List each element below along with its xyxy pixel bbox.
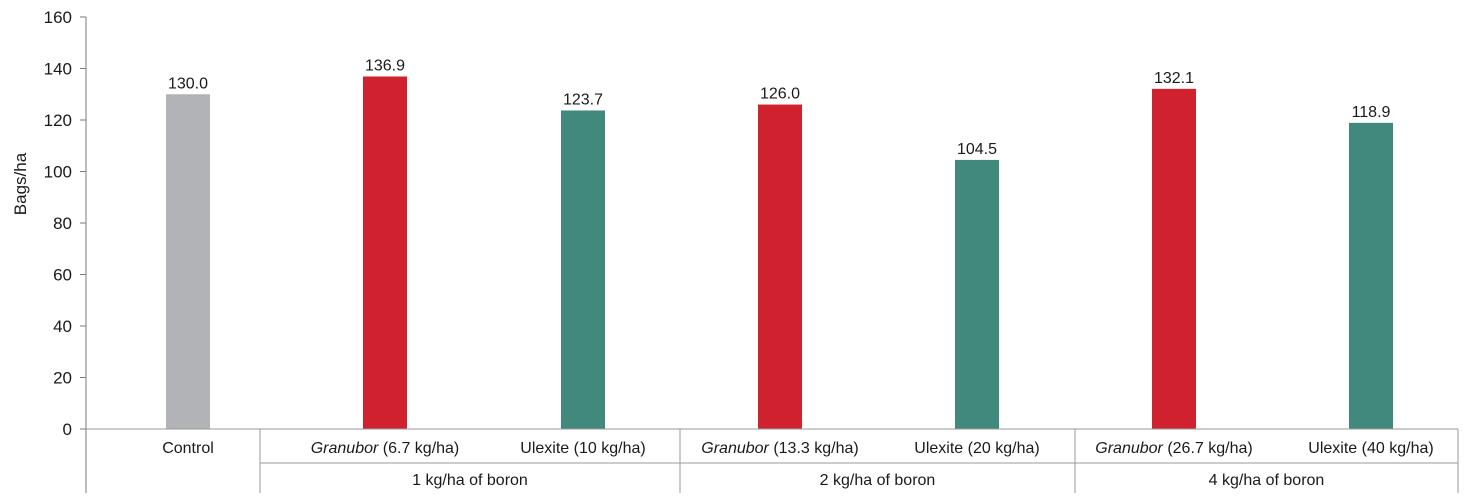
x-category-label: Granubor (6.7 kg/ha) [311, 440, 460, 457]
x-group-label: 4 kg/ha of boron [1209, 472, 1325, 489]
data-label: 104.5 [957, 141, 997, 158]
y-tick-label: 20 [53, 369, 72, 388]
x-category-label: Ulexite (40 kg/ha) [1308, 440, 1433, 457]
y-tick-label: 120 [44, 111, 72, 130]
y-axis: 0 20 40 60 80 100 120 140 160 [44, 8, 87, 493]
y-tick-label: 140 [44, 60, 72, 79]
y-tick-label: 40 [53, 317, 72, 336]
x-category-label: Granubor (13.3 kg/ha) [701, 440, 858, 457]
x-axis: Control Granubor (6.7 kg/ha) Ulexite (10 k… [86, 428, 1459, 493]
bar [758, 104, 802, 430]
bars: 130.0 136.9 123.7 126.0 104.5 132.1 118.9 [166, 57, 1393, 430]
y-tick-label: 100 [44, 163, 72, 182]
bar [561, 110, 605, 429]
data-label: 118.9 [1352, 104, 1391, 121]
x-category-label: Ulexite (20 kg/ha) [914, 440, 1039, 457]
x-category-label: Ulexite (10 kg/ha) [520, 440, 645, 457]
x-category-label: Control [162, 440, 214, 457]
bar [363, 76, 407, 430]
bar [955, 159, 999, 429]
data-label: 123.7 [563, 91, 603, 108]
data-label: 136.9 [365, 57, 405, 74]
x-group-label: 1 kg/ha of boron [412, 472, 528, 489]
y-axis-label: Bags/ha [11, 152, 30, 215]
bar [166, 94, 210, 429]
data-label: 132.1 [1154, 70, 1194, 87]
bar [1152, 88, 1196, 429]
y-tick-label: 80 [53, 214, 72, 233]
data-label: 126.0 [760, 86, 800, 103]
x-category-label: Granubor (26.7 kg/ha) [1095, 440, 1252, 457]
data-label: 130.0 [168, 75, 208, 92]
y-tick-label: 160 [44, 8, 72, 27]
bar [1349, 122, 1393, 430]
y-tick-label: 0 [63, 420, 72, 439]
x-group-label: 2 kg/ha of boron [820, 472, 936, 489]
y-tick-label: 60 [53, 266, 72, 285]
